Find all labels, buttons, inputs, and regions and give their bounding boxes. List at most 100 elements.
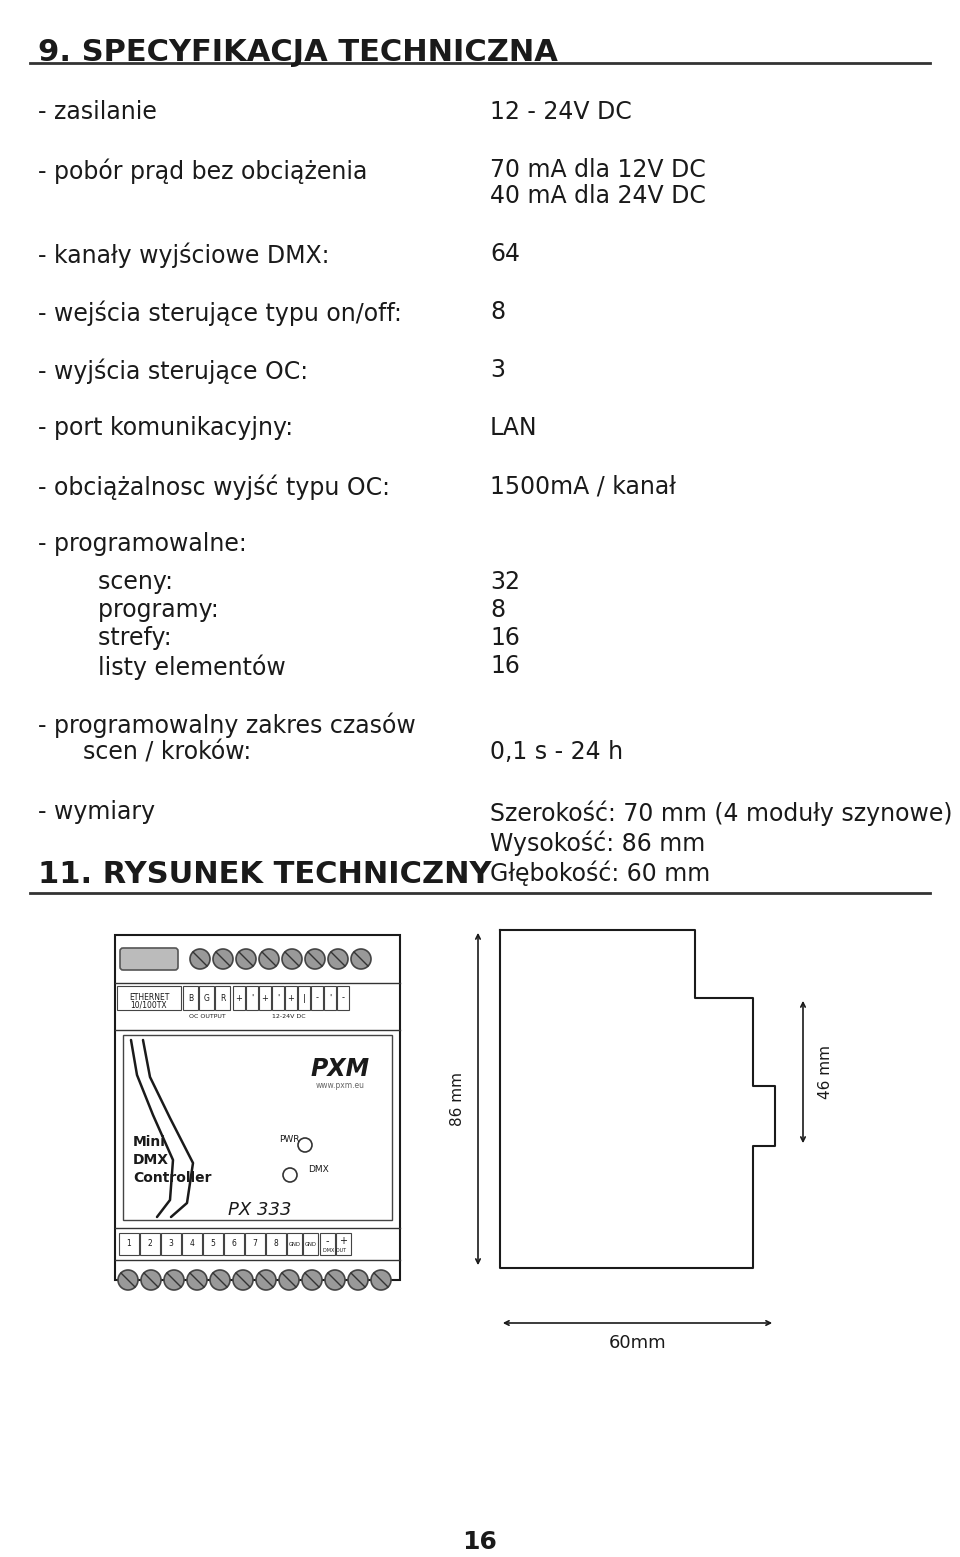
Text: -: - bbox=[342, 993, 345, 1003]
Text: 12-24V DC: 12-24V DC bbox=[273, 1014, 306, 1018]
Text: PWR: PWR bbox=[279, 1135, 300, 1144]
Bar bbox=[224, 1233, 244, 1255]
Bar bbox=[285, 986, 297, 1010]
Circle shape bbox=[141, 1271, 161, 1291]
Text: - kanały wyjściowe DMX:: - kanały wyjściowe DMX: bbox=[38, 241, 329, 268]
Text: 46 mm: 46 mm bbox=[818, 1045, 832, 1099]
Circle shape bbox=[164, 1271, 184, 1291]
Text: Controller: Controller bbox=[133, 1171, 211, 1185]
Text: |: | bbox=[302, 993, 305, 1003]
Text: OC OUTPUT: OC OUTPUT bbox=[188, 1014, 226, 1018]
Text: +: + bbox=[261, 993, 269, 1003]
Text: +: + bbox=[235, 993, 243, 1003]
Bar bbox=[140, 1233, 160, 1255]
Text: GND: GND bbox=[304, 1241, 317, 1247]
Text: scen / kroków:: scen / kroków: bbox=[38, 740, 252, 764]
Text: 16: 16 bbox=[463, 1531, 497, 1554]
Bar bbox=[311, 986, 323, 1010]
Text: 64: 64 bbox=[490, 241, 520, 266]
Bar bbox=[298, 986, 310, 1010]
Circle shape bbox=[210, 1271, 230, 1291]
Circle shape bbox=[328, 950, 348, 968]
Text: 12 - 24V DC: 12 - 24V DC bbox=[490, 100, 632, 125]
Circle shape bbox=[305, 950, 325, 968]
Text: - programowalne:: - programowalne: bbox=[38, 532, 247, 556]
Text: 1500mA / kanał: 1500mA / kanał bbox=[490, 473, 676, 498]
Bar bbox=[233, 986, 245, 1010]
Bar bbox=[123, 1035, 392, 1221]
FancyBboxPatch shape bbox=[120, 948, 178, 970]
Text: 0,1 s - 24 h: 0,1 s - 24 h bbox=[490, 740, 623, 764]
Text: 40 mA dla 24V DC: 40 mA dla 24V DC bbox=[490, 184, 706, 209]
Circle shape bbox=[283, 1168, 297, 1182]
Text: strefy:: strefy: bbox=[38, 626, 172, 649]
Text: 8: 8 bbox=[490, 598, 505, 621]
Bar bbox=[117, 986, 181, 1010]
Circle shape bbox=[233, 1271, 253, 1291]
Text: 6: 6 bbox=[231, 1239, 236, 1249]
Text: - pobór prąd bez obciążenia: - pobór prąd bez obciążenia bbox=[38, 157, 368, 184]
Bar bbox=[246, 986, 258, 1010]
Circle shape bbox=[118, 1271, 138, 1291]
Bar bbox=[259, 986, 271, 1010]
Text: 8: 8 bbox=[274, 1239, 278, 1249]
Text: - wymiary: - wymiary bbox=[38, 800, 156, 824]
Text: listy elementów: listy elementów bbox=[38, 654, 286, 679]
Circle shape bbox=[213, 950, 233, 968]
Circle shape bbox=[187, 1271, 207, 1291]
Text: +: + bbox=[340, 1236, 348, 1246]
Bar bbox=[266, 1233, 286, 1255]
Text: Głębokość: 60 mm: Głębokość: 60 mm bbox=[490, 859, 710, 886]
Text: 16: 16 bbox=[490, 654, 520, 677]
Text: R: R bbox=[220, 993, 226, 1003]
Text: - zasilanie: - zasilanie bbox=[38, 100, 156, 125]
Text: sceny:: sceny: bbox=[38, 570, 173, 595]
Text: 86 mm: 86 mm bbox=[450, 1073, 466, 1126]
Text: DMX OUT: DMX OUT bbox=[324, 1249, 347, 1253]
Text: - wyjścia sterujące OC:: - wyjścia sterujące OC: bbox=[38, 358, 308, 383]
Text: programy:: programy: bbox=[38, 598, 219, 621]
Bar bbox=[324, 986, 336, 1010]
Text: 11. RYSUNEK TECHNICZNY: 11. RYSUNEK TECHNICZNY bbox=[38, 859, 492, 889]
Text: 32: 32 bbox=[490, 570, 520, 595]
Text: Wysokość: 86 mm: Wysokość: 86 mm bbox=[490, 830, 706, 855]
Text: 1: 1 bbox=[127, 1239, 132, 1249]
Bar bbox=[245, 1233, 265, 1255]
Bar bbox=[199, 986, 214, 1010]
Text: - programowalny zakres czasów: - programowalny zakres czasów bbox=[38, 712, 416, 738]
Text: www.pxm.eu: www.pxm.eu bbox=[316, 1081, 365, 1090]
Circle shape bbox=[259, 950, 279, 968]
Text: 7: 7 bbox=[252, 1239, 257, 1249]
Text: 9. SPECYFIKACJA TECHNICZNA: 9. SPECYFIKACJA TECHNICZNA bbox=[38, 37, 558, 67]
Circle shape bbox=[298, 1138, 312, 1152]
Text: - port komunikacyjny:: - port komunikacyjny: bbox=[38, 416, 293, 441]
Circle shape bbox=[325, 1271, 345, 1291]
Bar bbox=[303, 1233, 318, 1255]
Text: 16: 16 bbox=[490, 626, 520, 649]
Text: ': ' bbox=[329, 993, 331, 1003]
Bar bbox=[215, 986, 230, 1010]
Bar bbox=[320, 1233, 335, 1255]
Circle shape bbox=[371, 1271, 391, 1291]
Text: DMX: DMX bbox=[308, 1166, 328, 1174]
Bar bbox=[203, 1233, 223, 1255]
Circle shape bbox=[279, 1271, 299, 1291]
Bar bbox=[272, 986, 284, 1010]
Text: -: - bbox=[316, 993, 319, 1003]
Bar bbox=[287, 1233, 302, 1255]
Text: 3: 3 bbox=[169, 1239, 174, 1249]
Text: PX 333: PX 333 bbox=[228, 1200, 292, 1219]
Bar bbox=[115, 936, 400, 1280]
Text: 5: 5 bbox=[210, 1239, 215, 1249]
Circle shape bbox=[236, 950, 256, 968]
Text: ': ' bbox=[276, 993, 279, 1003]
Text: 70 mA dla 12V DC: 70 mA dla 12V DC bbox=[490, 157, 706, 182]
Bar bbox=[182, 1233, 202, 1255]
Text: 2: 2 bbox=[148, 1239, 153, 1249]
Text: 10/100TX: 10/100TX bbox=[131, 1001, 167, 1009]
Bar bbox=[337, 986, 349, 1010]
Text: DMX: DMX bbox=[133, 1154, 169, 1168]
Text: ETHERNET: ETHERNET bbox=[129, 992, 169, 1001]
Circle shape bbox=[282, 950, 302, 968]
Circle shape bbox=[302, 1271, 322, 1291]
